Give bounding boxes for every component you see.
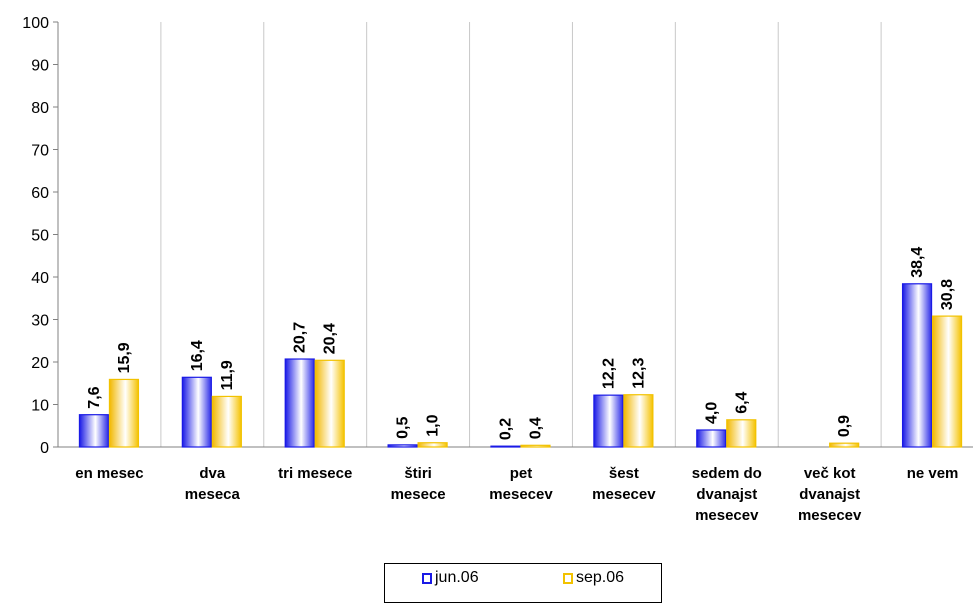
y-tick-label: 100	[22, 15, 49, 32]
bar	[901, 283, 933, 448]
bar	[696, 429, 727, 448]
x-category-label: ne vem	[907, 465, 959, 482]
data-label: 0,2	[498, 418, 515, 440]
data-label: 6,4	[733, 391, 750, 413]
data-label: 7,6	[86, 386, 103, 408]
data-label: 20,4	[322, 323, 339, 354]
y-tick-label: 80	[31, 100, 49, 117]
bar	[314, 359, 345, 448]
y-tick-label: 90	[31, 58, 49, 75]
data-label: 30,8	[939, 279, 956, 310]
legend-label-sep06: sep.06	[576, 569, 625, 586]
data-label: 0,9	[836, 415, 853, 437]
bar	[78, 414, 110, 448]
bar	[490, 445, 521, 448]
y-tick-label: 70	[31, 143, 49, 160]
data-label: 4,0	[703, 402, 720, 424]
x-category-label: šest mesecev	[592, 465, 656, 503]
y-tick-label: 60	[31, 185, 49, 202]
bar	[181, 376, 212, 448]
data-label: 12,2	[600, 358, 617, 389]
legend-label-jun06: jun.06	[435, 569, 479, 586]
data-label: 12,3	[630, 357, 647, 388]
data-label: 38,4	[909, 247, 926, 278]
y-tick-label: 20	[31, 355, 49, 372]
data-label: 11,9	[219, 360, 236, 390]
y-tick-labels: 0 10 20 30 40 50 60 70 80 90 100	[22, 15, 49, 457]
y-tick-label: 50	[31, 228, 49, 245]
data-labels: 7,6 15,9 16,4 11,9 20,7 20,4 0,5 1,0 0,2 0,4 12,2 1…	[86, 247, 956, 441]
gridlines	[160, 22, 882, 447]
bar	[726, 419, 757, 448]
data-label: 20,7	[292, 322, 309, 353]
x-category-labels: en mesec dva meseca tri mesece štiri mesece pe…	[75, 465, 958, 524]
bar	[593, 394, 624, 448]
bar	[284, 358, 315, 448]
x-category-label: pet mesecev	[489, 465, 553, 503]
bar	[211, 395, 242, 448]
bars	[78, 283, 963, 448]
y-tick-label: 40	[31, 270, 49, 287]
data-label: 0,4	[528, 417, 545, 439]
data-label: 0,5	[395, 417, 412, 439]
x-category-label: sedem do dvanajst mesecev	[692, 465, 762, 524]
legend: jun.06 sep.06	[384, 563, 662, 603]
data-label: 1,0	[425, 414, 442, 436]
data-label: 16,4	[189, 340, 206, 371]
y-tick-label: 0	[40, 440, 49, 457]
legend-item-jun06: jun.06	[422, 569, 479, 587]
bar	[623, 394, 654, 448]
data-label: 15,9	[116, 342, 133, 373]
y-tick-label: 30	[31, 313, 49, 330]
x-category-label: dva meseca	[185, 465, 241, 503]
y-tick-label: 10	[31, 398, 49, 415]
bar	[520, 444, 551, 448]
x-category-label: tri mesece	[278, 465, 352, 482]
x-category-label: več kot dvanajst mesecev	[798, 465, 862, 524]
bar	[108, 378, 140, 448]
bar	[387, 444, 418, 448]
legend-swatch-sep06	[563, 572, 573, 584]
bar	[417, 442, 448, 448]
bar	[829, 442, 860, 448]
bar	[931, 315, 963, 448]
x-category-label: štiri mesece	[391, 465, 446, 503]
legend-swatch-jun06	[422, 572, 432, 584]
legend-item-sep06: sep.06	[563, 569, 624, 587]
x-category-label: en mesec	[75, 465, 143, 482]
